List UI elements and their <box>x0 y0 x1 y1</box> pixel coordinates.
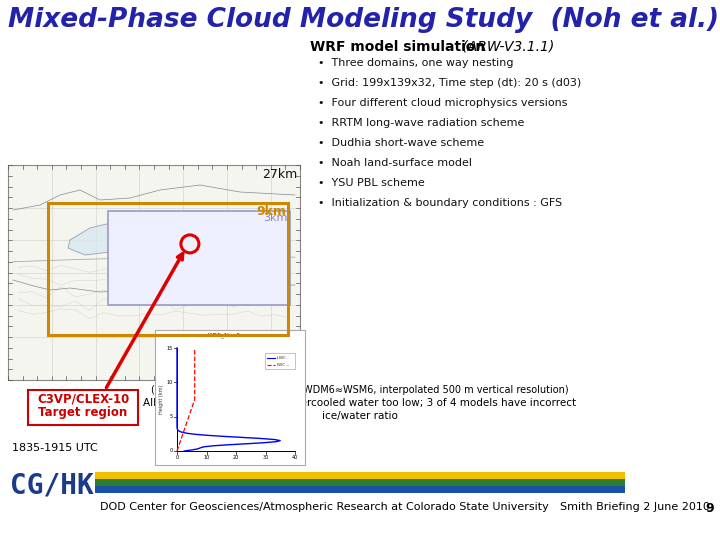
Text: 3km: 3km <box>264 213 288 223</box>
Text: (Valid 1900 UTC 05 Nov 2006 , WDM6≈WSM6, interpolated 500 m vertical resolution): (Valid 1900 UTC 05 Nov 2006 , WDM6≈WSM6,… <box>151 385 569 395</box>
Text: 9km: 9km <box>256 205 286 218</box>
Text: •  RRTM long-wave radiation scheme: • RRTM long-wave radiation scheme <box>318 118 524 128</box>
Bar <box>95 472 625 479</box>
Text: WRF model simulation: WRF model simulation <box>310 40 485 54</box>
Text: DOD Center for Geosciences/Atmospheric Research at Colorado State University: DOD Center for Geosciences/Atmospheric R… <box>100 502 549 512</box>
Text: Smith Briefing 2 June 2010: Smith Briefing 2 June 2010 <box>560 502 710 512</box>
Text: All model runs predict the supercooled water too low; 3 of 4 models have incorre: All model runs predict the supercooled w… <box>143 398 577 408</box>
Bar <box>28 390 138 425</box>
Text: •  Dudhia short-wave scheme: • Dudhia short-wave scheme <box>318 138 484 148</box>
Text: 0: 0 <box>176 455 179 460</box>
Text: •  Grid: 199x139x32, Time step (dt): 20 s (d03): • Grid: 199x139x32, Time step (dt): 20 s… <box>318 78 581 88</box>
Polygon shape <box>148 266 192 280</box>
Text: 5: 5 <box>170 414 173 419</box>
Polygon shape <box>185 254 218 272</box>
Text: 20: 20 <box>233 455 239 460</box>
Bar <box>95 479 625 486</box>
Text: 40: 40 <box>292 455 298 460</box>
Bar <box>108 211 290 305</box>
Polygon shape <box>138 212 168 260</box>
Text: Target region: Target region <box>38 406 127 419</box>
Text: CG/HK: CG/HK <box>10 472 94 500</box>
Bar <box>95 486 625 493</box>
Text: 10: 10 <box>203 455 210 460</box>
Text: (ARW-V3.1.1): (ARW-V3.1.1) <box>458 40 554 54</box>
Text: 15: 15 <box>167 346 173 350</box>
Text: 1835-1915 UTC: 1835-1915 UTC <box>12 443 98 453</box>
Bar <box>48 203 288 335</box>
Text: 30: 30 <box>262 455 269 460</box>
Text: Mixed-Phase Cloud Modeling Study  (Noh et al.): Mixed-Phase Cloud Modeling Study (Noh et… <box>8 7 719 33</box>
Text: 10: 10 <box>167 380 173 385</box>
Bar <box>155 330 305 465</box>
Bar <box>265 353 295 369</box>
Text: •  Three domains, one way nesting: • Three domains, one way nesting <box>318 58 513 68</box>
Text: WRF_Nov5run: WRF_Nov5run <box>208 332 252 338</box>
Text: •  Noah land-surface model: • Noah land-surface model <box>318 158 472 168</box>
Text: LWC -: LWC - <box>277 356 289 360</box>
Polygon shape <box>68 222 130 255</box>
Text: •  YSU PBL scheme: • YSU PBL scheme <box>318 178 425 188</box>
Text: 27km: 27km <box>262 168 297 181</box>
Text: •  Four different cloud microphysics versions: • Four different cloud microphysics vers… <box>318 98 567 108</box>
Text: IWC --: IWC -- <box>277 363 289 367</box>
Text: 0: 0 <box>170 449 173 454</box>
Text: •  Initialization & boundary conditions : GFS: • Initialization & boundary conditions :… <box>318 198 562 208</box>
Text: ice/water ratio: ice/water ratio <box>322 411 398 421</box>
Polygon shape <box>122 222 138 258</box>
Text: C3VP/CLEX-10: C3VP/CLEX-10 <box>37 393 129 406</box>
Text: Height (km): Height (km) <box>160 385 164 414</box>
Bar <box>8 165 300 380</box>
Text: 9: 9 <box>706 502 714 515</box>
